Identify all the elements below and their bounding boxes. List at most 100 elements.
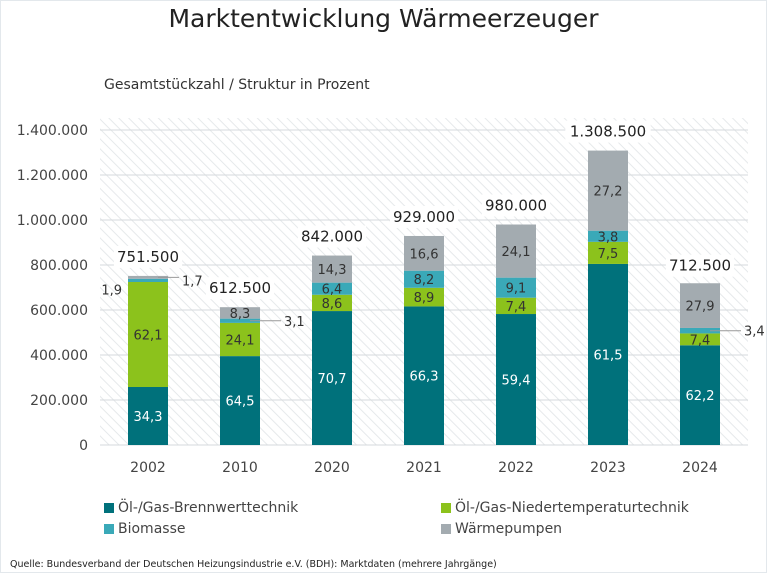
x-tick-label: 2020 (314, 460, 350, 476)
legend-label: Öl-/Gas-Niedertemperaturtechnik (455, 499, 689, 516)
y-tick-label: 1.400.000 (17, 123, 88, 139)
legend-swatch (104, 502, 114, 513)
bar-segment (220, 356, 260, 445)
bar-segment (404, 270, 444, 288)
total-label-bg (297, 225, 367, 248)
data-label: 7,4 (690, 333, 711, 348)
x-tick-label: 2010 (222, 460, 258, 476)
total-label: 1.308.500 (570, 123, 646, 141)
bar-segment (588, 241, 628, 264)
data-label: 70,7 (318, 372, 347, 387)
bar-segment (220, 307, 260, 319)
bar-segment (128, 275, 168, 279)
y-tick-label: 800.000 (30, 258, 88, 274)
y-tick-label: 200.000 (30, 393, 88, 409)
data-label: 3,1 (284, 315, 305, 330)
data-label: 1,9 (101, 283, 122, 298)
source-note: Quelle: Bundesverband der Deutschen Heiz… (10, 559, 497, 570)
bar-segment (312, 282, 352, 295)
bar-segment (220, 322, 260, 357)
bar-segment (404, 287, 444, 307)
total-label-bg (481, 194, 551, 217)
data-label: 8,9 (414, 291, 435, 306)
x-tick-label: 2024 (682, 460, 718, 476)
y-tick-label: 600.000 (30, 303, 88, 319)
x-tick-label: 2022 (498, 460, 534, 476)
bar-segment (128, 387, 168, 445)
bar-segment (680, 333, 720, 346)
data-label: 66,3 (410, 370, 439, 385)
legend-item: Wärmepumpen (441, 518, 689, 539)
y-tick-label: 400.000 (30, 348, 88, 364)
legend-label: Biomasse (118, 520, 186, 537)
data-label: 6,4 (322, 283, 343, 298)
data-label: 62,2 (686, 389, 715, 404)
legend-col-1: Öl-/Gas-Brennwerttechnik Biomasse (104, 497, 298, 539)
bar-segment (496, 314, 536, 445)
data-label: 64,5 (226, 395, 255, 410)
bar-segment (680, 327, 720, 334)
total-label-bg (565, 120, 651, 143)
x-tick-label: 2023 (590, 460, 626, 476)
total-label-bg (205, 277, 275, 300)
total-label: 712.500 (669, 257, 731, 275)
data-label: 7,5 (598, 247, 619, 262)
data-label: 27,2 (594, 185, 623, 200)
data-label: 1,7 (182, 274, 203, 289)
total-label: 929.000 (393, 208, 455, 226)
data-label: 27,9 (686, 300, 715, 315)
bar-segment (128, 278, 168, 282)
legend-item: Biomasse (104, 518, 298, 539)
total-label-bg (665, 254, 735, 277)
data-label: 14,3 (318, 263, 347, 278)
bar-segment (496, 297, 536, 315)
total-label: 612.500 (209, 279, 271, 297)
data-label: 8,6 (322, 297, 343, 312)
data-label: 9,1 (506, 282, 527, 297)
chart-subtitle: Gesamtstückzahl / Struktur in Prozent (104, 77, 370, 93)
legend-label: Wärmepumpen (455, 520, 563, 537)
bar-segment (588, 150, 628, 231)
bar-segment (312, 294, 352, 312)
data-label: 61,5 (594, 348, 623, 363)
data-label: 34,3 (134, 410, 163, 425)
total-label: 842.000 (301, 228, 363, 246)
data-label: 8,2 (414, 273, 435, 288)
bar-segment (680, 345, 720, 445)
legend-swatch (441, 523, 451, 534)
data-label: 59,4 (502, 374, 531, 389)
bar-segment (404, 306, 444, 445)
legend-label: Öl-/Gas-Brennwerttechnik (118, 499, 299, 516)
legend-item: Öl-/Gas-Brennwerttechnik (104, 497, 298, 518)
x-tick-label: 2002 (130, 460, 166, 476)
x-tick-label: 2021 (406, 460, 442, 476)
legend-col-2: Öl-/Gas-Niedertemperaturtechnik Wärmepum… (441, 497, 689, 539)
bar-segment (496, 224, 536, 278)
legend-swatch (104, 523, 114, 534)
total-label-bg (389, 205, 459, 228)
total-label: 980.000 (485, 197, 547, 215)
data-label: 24,1 (226, 334, 255, 349)
data-label: 7,4 (506, 300, 527, 315)
bar-segment (404, 235, 444, 271)
bar-segment (312, 255, 352, 283)
legend-item: Öl-/Gas-Niedertemperaturtechnik (441, 497, 689, 518)
total-label: 751.500 (117, 248, 179, 266)
bar-segment (312, 311, 352, 445)
bar-segment (220, 318, 260, 323)
y-tick-label: 1.000.000 (17, 213, 88, 229)
y-tick-label: 0 (79, 438, 88, 454)
data-label: 62,1 (134, 329, 163, 344)
data-label: 3,4 (744, 325, 765, 340)
bar-segment (680, 283, 720, 328)
data-label: 24,1 (502, 245, 531, 260)
legend-swatch (441, 502, 451, 513)
chart-title: Marktentwicklung Wärmeerzeuger (168, 4, 599, 33)
data-label: 8,3 (230, 307, 251, 322)
y-tick-label: 1.200.000 (17, 168, 88, 184)
data-label: 16,6 (410, 247, 439, 262)
total-label-bg (113, 245, 183, 268)
bar-segment (588, 230, 628, 242)
bar-segment (128, 281, 168, 388)
